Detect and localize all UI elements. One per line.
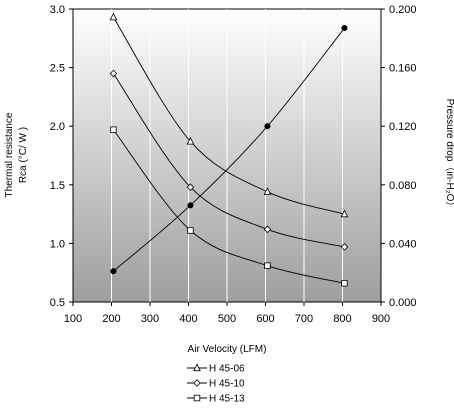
data-point [264, 262, 271, 269]
legend-entry: H 45-13 [209, 394, 245, 405]
left-axis-ticks: 0.5 1.0 1.5 2.0 2.5 3.0 [50, 4, 73, 309]
y-right-tick-label: 0.200 [389, 4, 417, 16]
x-tick-label: 300 [141, 313, 159, 325]
series-layer [109, 12, 349, 287]
x-axis-ticks: 100 200 300 400 500 600 700 800 900 [64, 302, 390, 325]
y-right-tick-label: 0.120 [389, 121, 417, 133]
x-tick-label: 100 [64, 313, 82, 325]
data-point [109, 12, 118, 21]
y-right-tick-label: 0.000 [389, 297, 417, 309]
x-tick-label: 400 [179, 313, 197, 325]
series-2 [110, 126, 348, 287]
data-point [341, 280, 348, 287]
y-left-tick-label: 1.0 [50, 238, 65, 250]
series-3 [110, 24, 348, 275]
y-left-axis-title-line2: Rca (°C/ W ) [18, 127, 29, 183]
data-point [186, 136, 195, 145]
y-left-tick-label: 2.0 [50, 121, 65, 133]
data-point [186, 183, 195, 191]
data-point [110, 268, 117, 275]
x-axis-title: Air Velocity (LFM) [188, 344, 267, 355]
legend-entry: H 45-10 [209, 379, 245, 390]
data-point [264, 123, 271, 130]
data-point [187, 202, 194, 209]
series-line [113, 129, 345, 284]
y-right-tick-label: 0.040 [389, 238, 417, 250]
y-right-tick-label: 0.080 [389, 180, 417, 192]
y-right-tick-label: 0.160 [389, 63, 417, 75]
data-point [263, 225, 272, 234]
data-point [341, 24, 348, 32]
data-point [340, 243, 349, 251]
grid-lines [111, 9, 343, 302]
series-0 [109, 12, 349, 218]
series-line [113, 27, 345, 272]
legend-marker [193, 363, 201, 372]
data-point [187, 227, 194, 234]
series-1 [109, 69, 349, 251]
legend: H 45-06 H 45-10 H 45-13 [187, 363, 245, 405]
y-left-tick-label: 1.5 [50, 180, 65, 192]
legend-entry: H 45-06 [209, 364, 245, 375]
data-point [109, 69, 118, 78]
data-point [263, 187, 272, 195]
x-tick-label: 200 [102, 313, 120, 325]
y-left-tick-label: 3.0 [50, 4, 65, 16]
x-tick-label: 900 [372, 313, 390, 325]
series-line [113, 16, 345, 215]
legend-marker [193, 394, 201, 402]
data-point [340, 209, 349, 218]
x-tick-label: 800 [333, 313, 351, 325]
y-left-tick-label: 2.5 [50, 63, 65, 75]
series-line [113, 73, 345, 248]
y-left-axis-title-line1: Thermal resistance [4, 112, 15, 197]
x-tick-label: 500 [218, 313, 236, 325]
right-axis-ticks: 0.000 0.040 0.080 0.120 0.160 0.200 [381, 4, 417, 309]
y-left-tick-label: 0.5 [50, 297, 65, 309]
x-tick-label: 600 [256, 313, 274, 325]
y-right-axis-title: Pressure drop（in-H₂O） [444, 99, 454, 212]
data-point [110, 126, 117, 133]
x-tick-label: 700 [295, 313, 313, 325]
legend-marker [193, 379, 201, 387]
